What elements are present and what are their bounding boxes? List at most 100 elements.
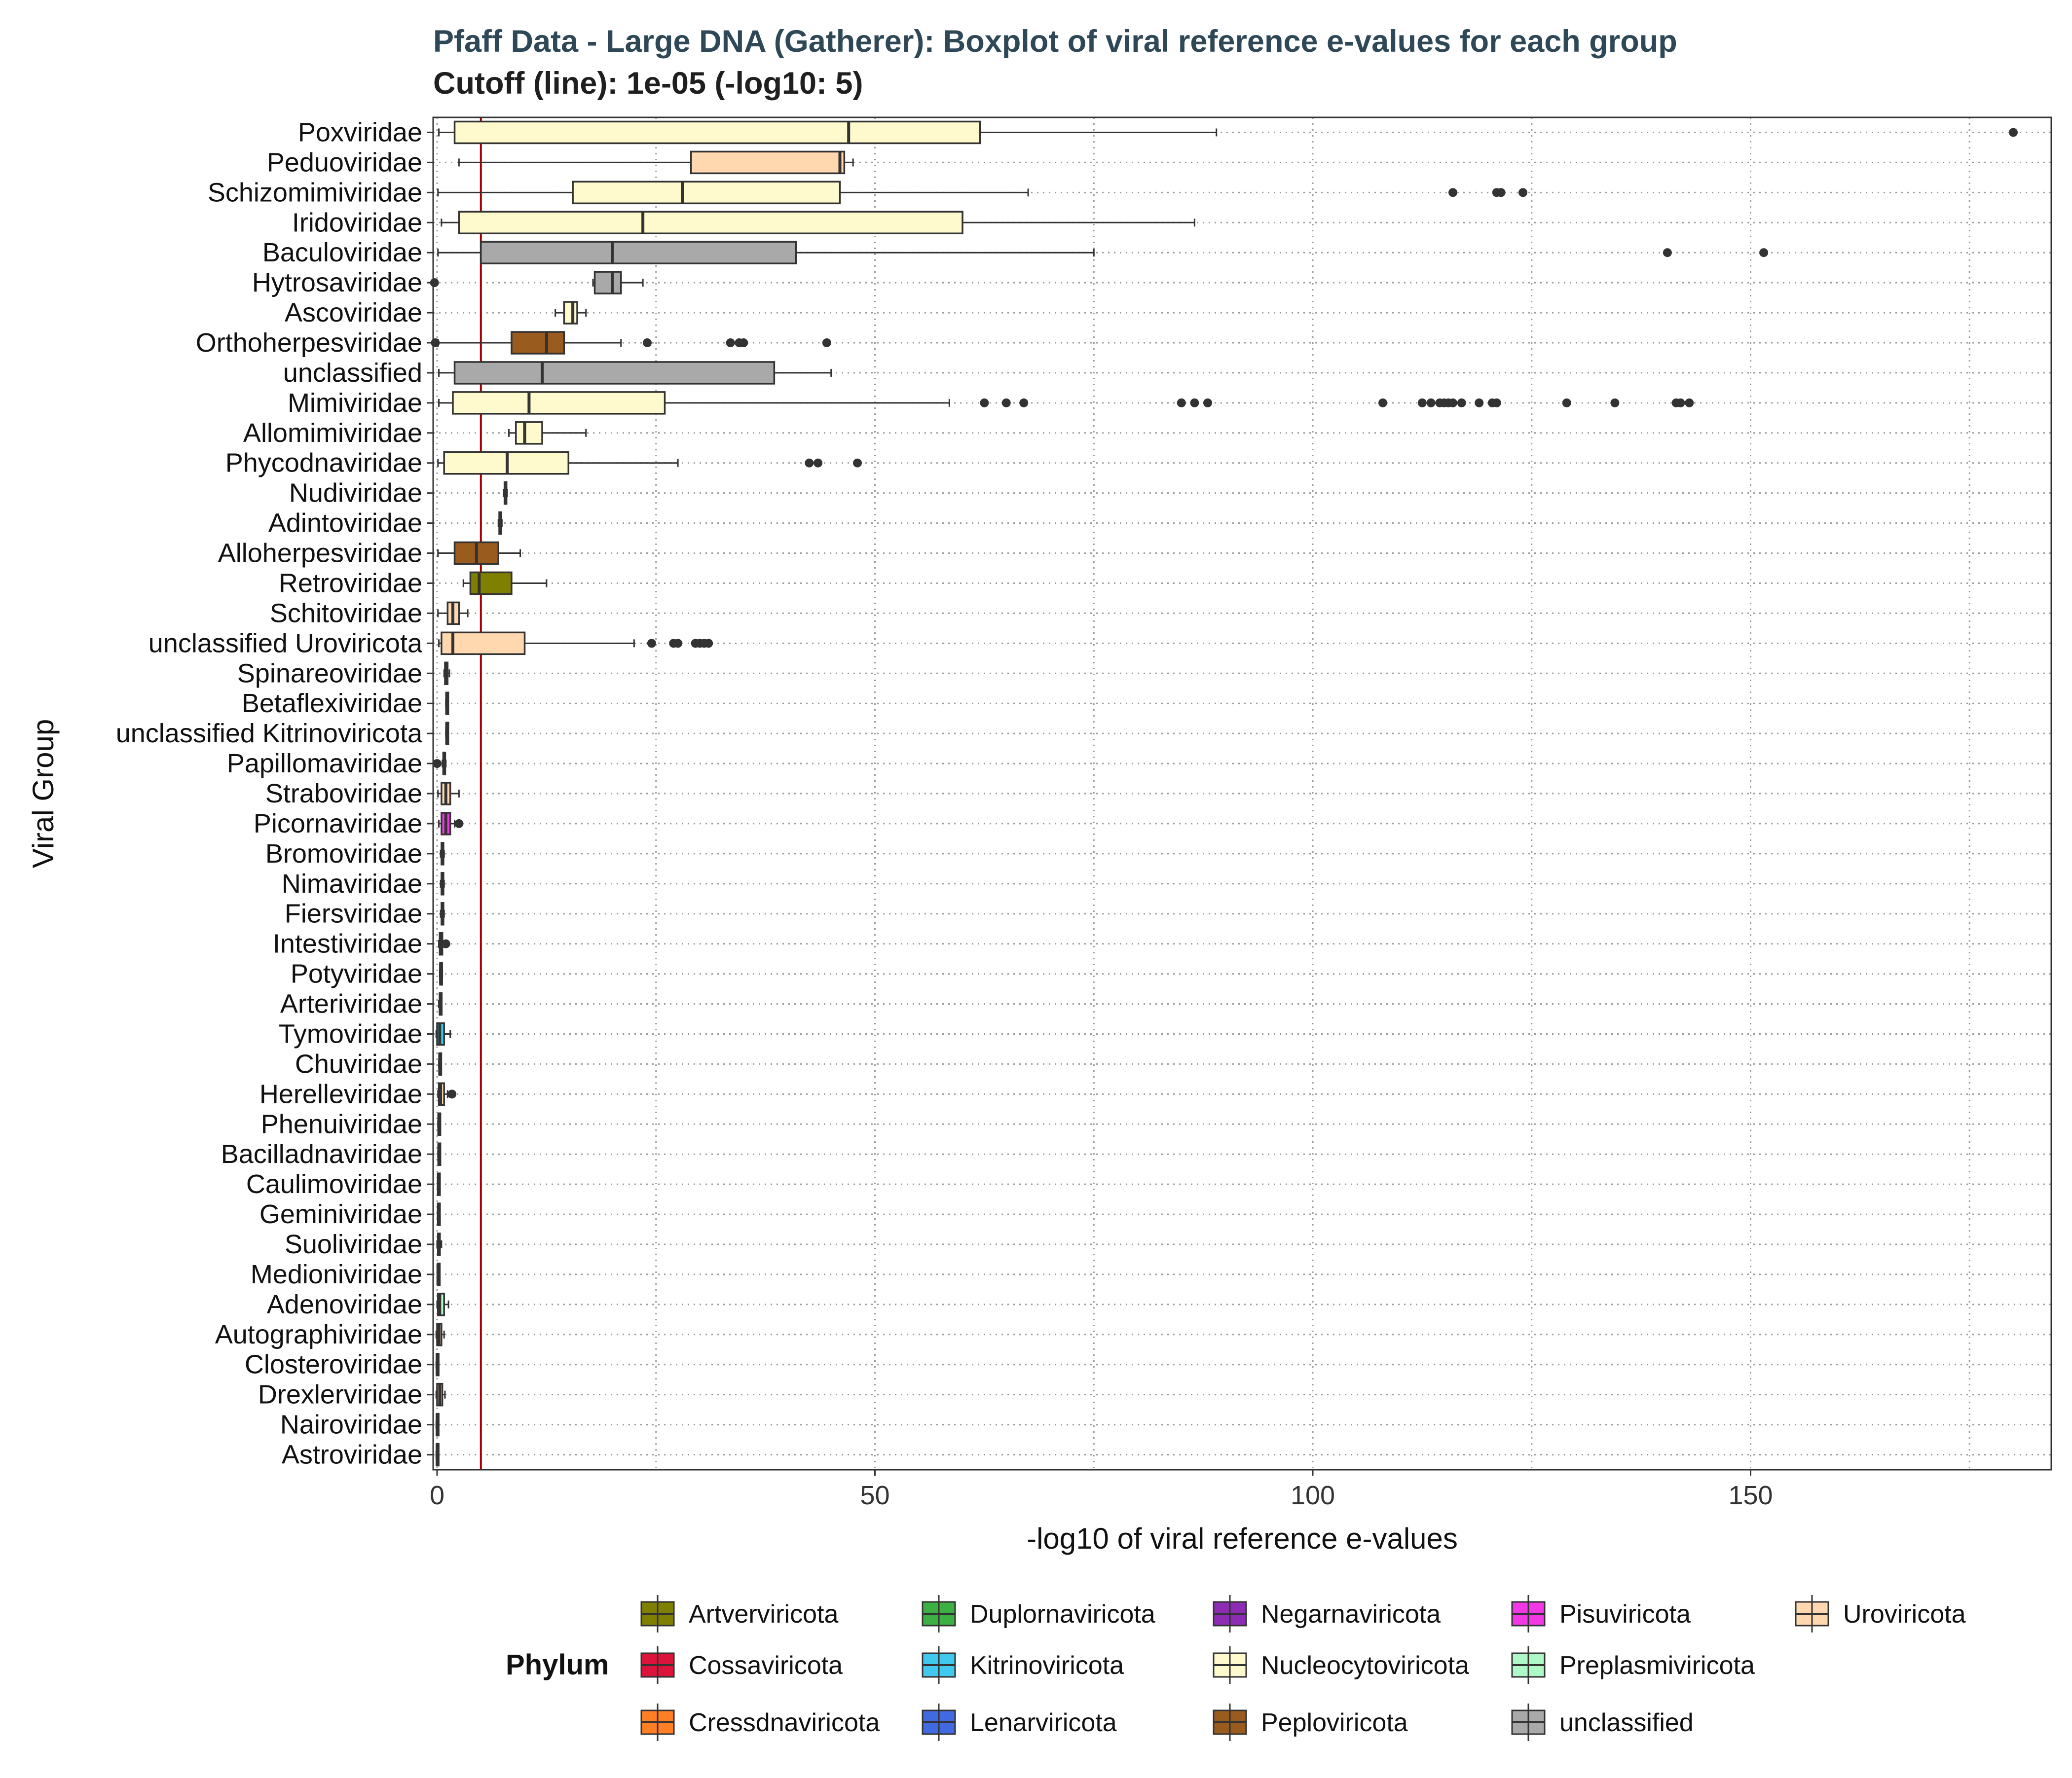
box xyxy=(453,120,981,145)
y-tick-label: Closteroviridae xyxy=(245,1350,422,1379)
outlier-point xyxy=(1426,398,1436,407)
legend-item-kitrinoviricota: Kitrinoviricota xyxy=(922,1646,1124,1684)
y-tick-label: Drexlerviridae xyxy=(258,1380,422,1410)
outlier-point xyxy=(643,338,652,347)
outlier-point xyxy=(447,1089,457,1099)
boxplot-adintoviridae xyxy=(497,511,503,535)
boxplot-poxviridae xyxy=(438,120,2018,145)
y-tick-label: Peduoviridae xyxy=(267,147,422,177)
box xyxy=(563,301,578,325)
outlier-point xyxy=(726,338,735,347)
legend-item-preplasmiviricota: Preplasmiviricota xyxy=(1511,1646,1755,1684)
boxplot-nudiviridae xyxy=(503,481,508,505)
boxplot-alloherpesviridae xyxy=(437,541,521,565)
boxplot-unclassified-kitrinoviricota xyxy=(445,722,449,745)
outlier-point xyxy=(822,338,831,347)
boxplot-papillomaviridae xyxy=(433,752,447,775)
box xyxy=(572,181,841,205)
outlier-point xyxy=(1019,398,1029,407)
y-tick-label: Picornaviridae xyxy=(254,809,422,838)
outlier-point xyxy=(1496,188,1506,197)
boxplot-iridoviridae xyxy=(441,211,1195,235)
y-tick-label: unclassified Kitrinoviricota xyxy=(116,719,423,748)
outlier-point xyxy=(739,338,748,347)
y-tick-label: Schizomimiviridae xyxy=(208,178,422,207)
boxplot-potyviridae xyxy=(439,962,444,986)
boxplot-unclassified xyxy=(438,361,832,385)
outlier-point xyxy=(805,458,814,468)
legend-label: Pisuviricota xyxy=(1559,1600,1691,1629)
y-tick-label: Betaflexiviridae xyxy=(242,689,422,718)
outlier-point xyxy=(430,278,439,288)
y-tick-label: Phenuiviridae xyxy=(261,1109,422,1139)
y-axis-title: Viral Group xyxy=(27,719,60,868)
y-tick-label: Medioniviridae xyxy=(251,1260,422,1289)
y-tick-label: Nudiviridae xyxy=(289,478,422,508)
box xyxy=(690,150,846,175)
y-tick-label: Tymoviridae xyxy=(279,1019,422,1049)
legend-item-artverviricota: Artverviricota xyxy=(640,1595,838,1633)
legend-label: Nucleocytoviricota xyxy=(1261,1651,1469,1680)
outlier-point xyxy=(1417,398,1427,407)
boxplot-orthoherpesviridae xyxy=(431,331,831,355)
y-tick-label: Retroviridae xyxy=(279,568,422,598)
boxplot-tymoviridae xyxy=(435,1022,451,1046)
legend-label: Cossaviricota xyxy=(689,1651,843,1680)
y-tick-label: Nairoviridae xyxy=(280,1410,422,1440)
outlier-point xyxy=(673,639,683,648)
y-tick-label: unclassified Uroviricota xyxy=(148,628,423,658)
box xyxy=(593,271,622,294)
boxplot-medioniviridae xyxy=(436,1263,441,1286)
boxplot-intestiviridae xyxy=(438,932,450,956)
y-tick-label: Caulimoviridae xyxy=(246,1169,422,1199)
box xyxy=(469,571,513,595)
y-tick-label: Potyviridae xyxy=(291,959,422,989)
y-tick-label: Mimiviridae xyxy=(288,388,422,418)
y-tick-label: Orthoherpesviridae xyxy=(196,328,422,358)
x-tick-label: 50 xyxy=(860,1481,889,1510)
outlier-point xyxy=(1518,188,1527,197)
outlier-point xyxy=(1610,398,1620,407)
legend-item-nucleocytoviricota: Nucleocytoviricota xyxy=(1213,1646,1469,1684)
boxplot-ascoviridae xyxy=(555,301,587,325)
boxplot-autographiviridae xyxy=(435,1323,445,1346)
y-tick-label: Spinareoviridae xyxy=(237,658,422,688)
boxplot-baculoviridae xyxy=(437,241,1769,264)
legend-label: Lenarviricota xyxy=(970,1708,1117,1737)
boxplot-fiersviridae xyxy=(440,902,445,926)
boxplot-caulimoviridae xyxy=(437,1172,441,1196)
legend-label: Artverviricota xyxy=(689,1600,838,1629)
outlier-point xyxy=(441,939,450,948)
x-tick-label: 150 xyxy=(1728,1481,1773,1510)
legend-item-uroviricota: Uroviricota xyxy=(1795,1595,1966,1633)
outlier-point xyxy=(647,639,656,648)
y-tick-label: Hytrosaviridae xyxy=(252,268,422,297)
y-tick-label: Intestiviridae xyxy=(273,929,422,959)
y-tick-label: Geminiviridae xyxy=(259,1199,422,1229)
legend-item-pisuviricota: Pisuviricota xyxy=(1511,1595,1691,1633)
y-axis-ticks: PoxviridaePeduoviridaeSchizomimiviridaeI… xyxy=(116,117,433,1470)
outlier-point xyxy=(1177,398,1186,407)
legend-label: unclassified xyxy=(1559,1708,1694,1737)
outlier-point xyxy=(454,819,464,828)
x-axis-ticks: 0 50 100 150 xyxy=(430,1470,1773,1510)
y-tick-label: Poxviridae xyxy=(298,117,422,147)
legend-item-peploviricota: Peploviricota xyxy=(1213,1704,1408,1741)
legend-item-lenarviricota: Lenarviricota xyxy=(922,1704,1117,1741)
y-tick-label: Herelleviridae xyxy=(259,1079,422,1109)
legend-label: Preplasmiviricota xyxy=(1559,1651,1755,1680)
boxplot-arteriviridae xyxy=(438,992,443,1016)
boxplot-bromoviridae xyxy=(440,842,445,866)
boxplot-bacilladnaviridae xyxy=(437,1142,442,1166)
y-tick-label: Baculoviridae xyxy=(262,238,422,267)
boxes-group xyxy=(430,120,2018,1467)
boxplot-nairoviridae xyxy=(435,1413,440,1437)
box xyxy=(458,211,963,235)
boxplot-allomimiviridae xyxy=(508,421,587,445)
legend-label: Kitrinoviricota xyxy=(970,1651,1124,1680)
boxplot-hytrosaviridae xyxy=(430,271,644,294)
y-tick-label: Papillomaviridae xyxy=(227,749,422,778)
y-tick-label: Iridoviridae xyxy=(292,208,422,237)
y-tick-label: Bromoviridae xyxy=(265,839,422,869)
x-axis-title: -log10 of viral reference e-values xyxy=(1027,1522,1458,1555)
